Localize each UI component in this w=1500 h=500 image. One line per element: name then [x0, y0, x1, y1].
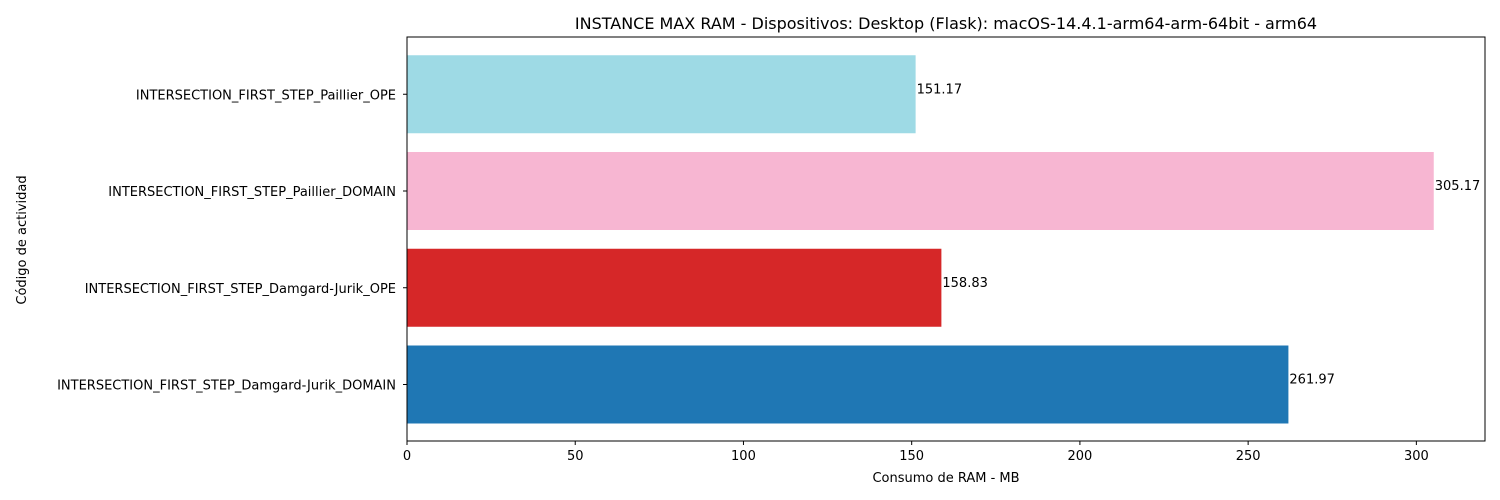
bars-group: 261.97 158.83 305.17 151.17: [407, 55, 1481, 424]
y-tick-label-2: INTERSECTION_FIRST_STEP_Damgard-Jurik_OP…: [85, 282, 396, 297]
plot-frame: [406, 36, 1486, 442]
x-axis-label: Consumo de RAM - MB: [872, 471, 1019, 486]
x-tick-label-4: 150: [899, 449, 924, 464]
data-label-2: 158.83: [942, 276, 988, 291]
x-ticks-group: 0 50 100 150 200 250 300: [403, 441, 1429, 464]
x-tick-label-3: 100: [731, 449, 756, 464]
chart-title: INSTANCE MAX RAM - Dispositivos: Desktop…: [575, 14, 1317, 33]
bar-4: [407, 55, 916, 134]
y-tick-label-3: INTERSECTION_FIRST_STEP_Paillier_DOMAIN: [108, 185, 396, 200]
x-tick-label-6: 250: [1236, 449, 1261, 464]
bar-1: [407, 345, 1289, 424]
x-tick-label-7: 300: [1404, 449, 1429, 464]
x-tick-label-2: 50: [567, 449, 584, 464]
y-ticks-group: INTERSECTION_FIRST_STEP_Damgard-Jurik_DO…: [57, 88, 407, 394]
data-label-3: 305.17: [1435, 179, 1481, 194]
data-label-4: 151.17: [917, 82, 963, 97]
bar-3: [407, 152, 1434, 230]
data-label-1: 261.97: [1289, 373, 1335, 388]
x-tick-label-1: 0: [403, 449, 411, 464]
y-tick-label-4: INTERSECTION_FIRST_STEP_Paillier_OPE: [136, 88, 396, 103]
y-tick-label-1: INTERSECTION_FIRST_STEP_Damgard-Jurik_DO…: [57, 379, 396, 394]
y-axis-label: Código de actividad: [15, 175, 30, 304]
x-tick-label-5: 200: [1067, 449, 1092, 464]
bar-2: [407, 248, 942, 327]
